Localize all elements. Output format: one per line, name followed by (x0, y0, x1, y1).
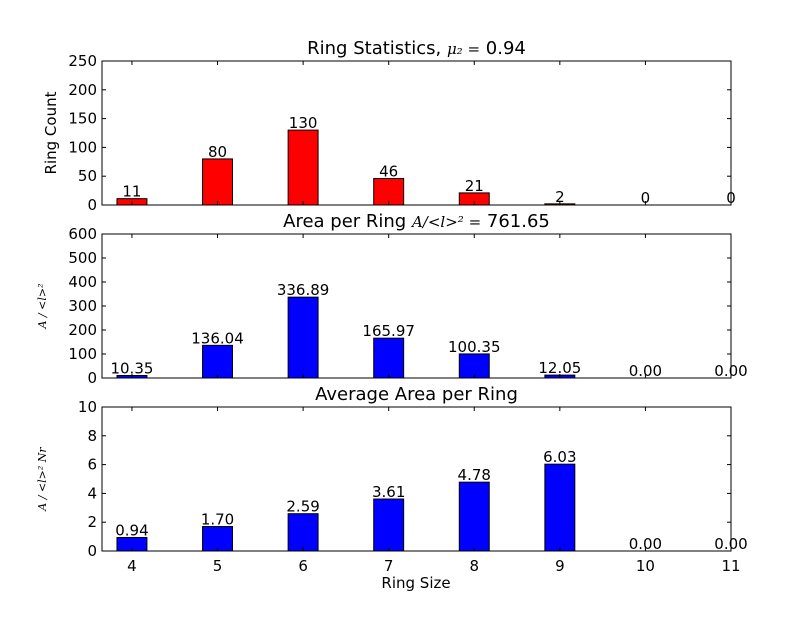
data-label-10: 0.00 (629, 535, 662, 553)
x-tick-label: 10 (636, 557, 655, 575)
data-label-8: 4.78 (458, 466, 491, 484)
data-label-6: 336.89 (277, 281, 330, 299)
panel-title: Average Area per Ring (315, 384, 518, 405)
data-label-7: 3.61 (372, 483, 405, 501)
bar-6 (287, 129, 319, 206)
data-label-9: 12.05 (538, 359, 581, 377)
panel-title-text: Area per Ring (283, 211, 412, 232)
y-tick-label: 200 (68, 81, 97, 99)
bar-6 (287, 513, 319, 552)
panel-title: Ring Statistics, μ₂ = 0.94 (307, 38, 526, 59)
chart-panel-3: 0.941.702.593.614.786.030.00 0.0002468104… (36, 384, 748, 575)
bar-5 (202, 158, 234, 206)
panel-title-math: A/<l>² = (410, 213, 481, 231)
data-label-4: 11 (122, 183, 141, 201)
bar-7 (373, 178, 405, 206)
data-label-7: 165.97 (362, 322, 415, 340)
data-label-8: 100.35 (448, 338, 501, 356)
y-tick-label: 600 (68, 225, 97, 243)
panel-title-value: 761.65 (481, 211, 550, 232)
y-tick-label: 10 (78, 398, 97, 416)
panel-title-text: Ring Statistics, (307, 38, 447, 59)
y-axis-label: A / <l>² Nr (36, 447, 49, 512)
y-tick-label: 4 (87, 484, 97, 502)
data-label-8: 21 (465, 177, 484, 195)
data-label-7: 46 (379, 163, 398, 181)
data-label-9: 6.03 (543, 448, 576, 466)
y-tick-label: 150 (68, 110, 97, 128)
plot-frame (101, 406, 732, 552)
x-tick-label: 7 (384, 557, 394, 575)
data-label-9: 2 (555, 188, 565, 206)
y-tick-label: 50 (78, 167, 97, 185)
x-tick-label: 8 (469, 557, 479, 575)
y-tick-label: 0 (87, 196, 97, 214)
data-label-10: 0.00 (629, 362, 662, 380)
y-tick-label: 8 (87, 427, 97, 445)
y-tick-label: 0 (87, 542, 97, 560)
y-axis-label: A / <l>² (36, 283, 49, 329)
data-label-4: 10.35 (110, 360, 153, 378)
bar-6 (287, 296, 319, 379)
bar-7 (373, 498, 405, 552)
x-tick-label: 9 (555, 557, 565, 575)
y-tick-label: 2 (87, 513, 97, 531)
plot-frame (101, 233, 732, 379)
panel-title-text: Average Area per Ring (315, 384, 518, 405)
x-axis-label: Ring Size (381, 574, 450, 592)
y-axis-label: Ring Count (42, 91, 60, 174)
x-tick-label: 5 (213, 557, 223, 575)
data-label-10: 0 (641, 189, 651, 207)
plot-frame (101, 60, 732, 206)
data-label-5: 1.70 (201, 511, 234, 529)
y-tick-label: 200 (68, 321, 97, 339)
bar-7 (373, 337, 405, 379)
y-tick-label: 0 (87, 369, 97, 387)
x-tick-label: 6 (298, 557, 308, 575)
y-tick-label: 6 (87, 456, 97, 474)
data-label-4: 0.94 (115, 521, 148, 539)
x-tick-label: 4 (127, 557, 137, 575)
data-label-5: 136.04 (191, 329, 244, 347)
data-label-6: 2.59 (286, 498, 319, 516)
data-label-5: 80 (208, 143, 227, 161)
bar-8 (458, 481, 490, 552)
bar-5 (202, 526, 234, 552)
y-tick-label: 300 (68, 297, 97, 315)
panel-title: Area per Ring A/<l>² = 761.65 (283, 211, 550, 232)
bar-9 (544, 463, 576, 552)
y-tick-label: 250 (68, 52, 97, 70)
y-tick-label: 100 (68, 138, 97, 156)
bar-8 (458, 353, 490, 379)
y-tick-label: 100 (68, 345, 97, 363)
bar-5 (202, 344, 234, 379)
y-tick-label: 500 (68, 249, 97, 267)
x-tick-label: 11 (721, 557, 740, 575)
panel-title-math: μ₂ = (447, 40, 480, 58)
panel-title-value: 0.94 (480, 38, 526, 59)
y-tick-label: 400 (68, 273, 97, 291)
data-label-6: 130 (289, 114, 318, 132)
